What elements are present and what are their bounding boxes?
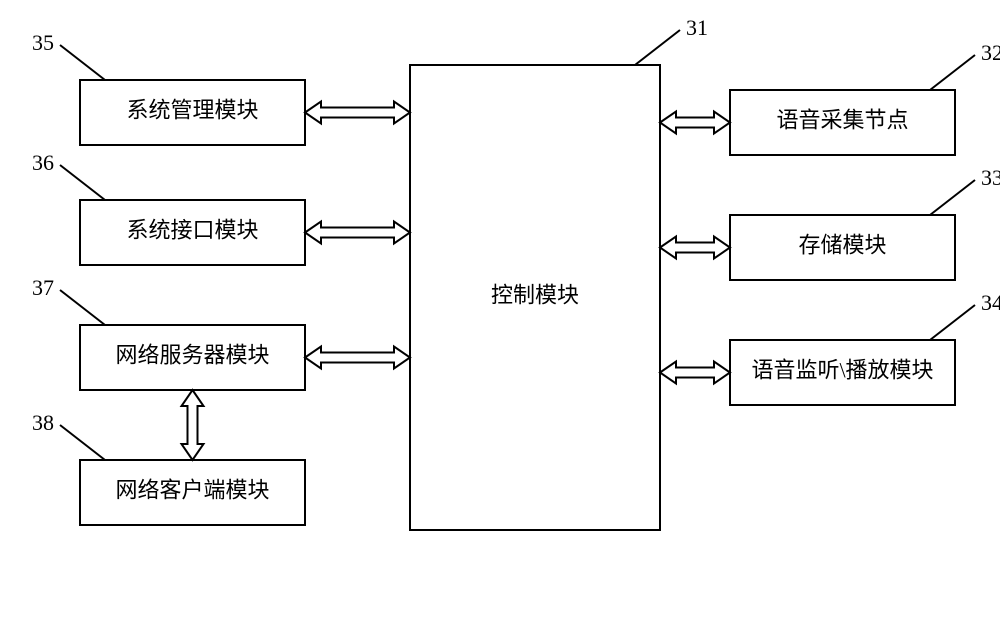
callout-leader-n37 (60, 290, 105, 325)
edge-n35-n31 (305, 102, 410, 124)
node-n36: 系统接口模块 36 (32, 150, 305, 265)
callout-leader-n35 (60, 45, 105, 80)
node-label-n31: 控制模块 (491, 283, 579, 308)
node-n35: 系统管理模块 35 (32, 30, 305, 145)
callout-num-n38: 38 (32, 410, 54, 435)
node-n32: 语音采集节点 32 (730, 40, 1000, 155)
node-label-n33: 存储模块 (798, 233, 886, 258)
edge-n36-n31 (305, 222, 410, 244)
callout-num-n37: 37 (32, 275, 54, 300)
edge-n31-n32 (660, 112, 730, 134)
node-n34: 语音监听\播放模块 34 (730, 290, 1000, 405)
callout-num-n35: 35 (32, 30, 54, 55)
edge-n37-n31 (305, 347, 410, 369)
node-label-n35: 系统管理模块 (126, 98, 258, 123)
callout-num-n33: 33 (981, 165, 1000, 190)
node-label-n37: 网络服务器模块 (115, 343, 269, 368)
callout-leader-n33 (930, 180, 975, 215)
system-block-diagram: 控制模块31语音采集节点32存储模块33语音监听\播放模块34系统管理模块35系… (0, 0, 1000, 624)
callout-leader-n38 (60, 425, 105, 460)
callout-leader-n34 (930, 305, 975, 340)
edge-n37-n38 (182, 390, 204, 460)
node-n37: 网络服务器模块 37 (32, 275, 305, 390)
callout-num-n31: 31 (686, 15, 708, 40)
node-n38: 网络客户端模块 38 (32, 410, 305, 525)
node-n33: 存储模块 33 (730, 165, 1000, 280)
node-label-n38: 网络客户端模块 (115, 478, 269, 503)
callout-num-n32: 32 (981, 40, 1000, 65)
callout-leader-n32 (930, 55, 975, 90)
edge-n31-n34 (660, 362, 730, 384)
callout-num-n34: 34 (981, 290, 1000, 315)
callout-num-n36: 36 (32, 150, 54, 175)
callout-leader-n36 (60, 165, 105, 200)
node-n31: 控制模块 31 (410, 15, 708, 530)
callout-leader-n31 (635, 30, 680, 65)
node-label-n34: 语音监听\播放模块 (751, 358, 933, 383)
edge-n31-n33 (660, 237, 730, 259)
node-label-n36: 系统接口模块 (126, 218, 258, 243)
node-label-n32: 语音采集节点 (776, 108, 908, 133)
